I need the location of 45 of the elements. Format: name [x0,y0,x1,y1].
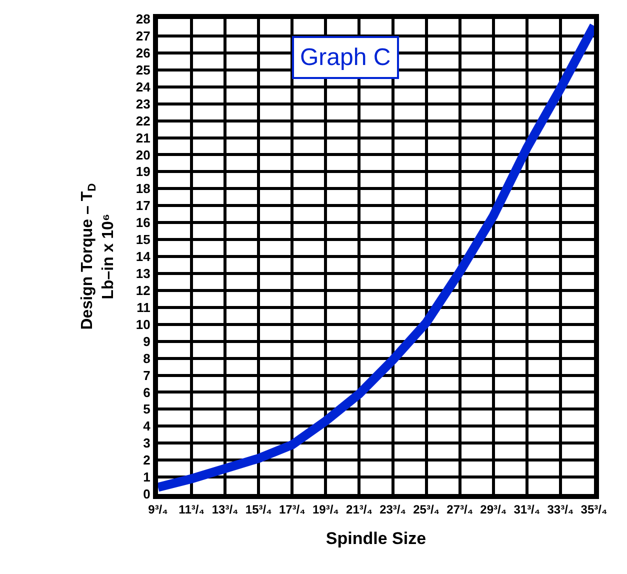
x-tick-label: 35³/₄ [580,502,608,516]
y-tick-label: 22 [136,113,150,128]
text: Graph C [300,44,391,71]
y-tick-label: 23 [136,96,150,112]
y-tick-label: 7 [143,368,150,383]
x-tick-label: 19³/₄ [312,502,340,516]
y-tick-label: 10 [136,316,150,332]
y-tick-label: 24 [136,79,152,94]
y-tick-label: 17 [136,198,150,214]
x-tick-label: 23³/₄ [380,502,406,516]
x-axis-title: Spindle Size [326,528,426,548]
x-tick-label: 33³/₄ [547,502,574,516]
y-tick-label: 0 [143,486,150,502]
y-tick-label: 2 [143,452,150,468]
y-tick-label: 27 [136,28,150,44]
y-tick-label: 11 [136,300,150,315]
x-tick-label: 27³/₄ [446,502,474,516]
y-tick-label: 21 [136,130,150,146]
x-tick-label: 15³/₄ [245,502,272,516]
y-tick-label: 19 [136,164,150,180]
x-tick-label: 11³/₄ [178,502,205,516]
y-tick-label: 9 [143,334,150,349]
x-tick-label: 13³/₄ [212,502,239,516]
y-tick-label: 3 [143,436,150,451]
y-tick-label: 5 [143,402,150,417]
x-tick-label: 9³/₄ [148,502,168,516]
y-tick-label: 12 [136,282,150,298]
y-tick-label: 14 [136,249,152,264]
x-tick-label: 29³/₄ [480,502,507,516]
y-tick-label: 18 [136,181,150,196]
y-tick-label: 26 [136,45,150,60]
y-tick-label: 6 [143,384,150,400]
x-tick-label: 31³/₄ [514,502,540,516]
y-tick-label: 25 [136,62,150,78]
x-tick-label: 21³/₄ [346,502,373,516]
y-tick-label: 13 [136,266,150,282]
y-tick-label: 20 [136,147,150,162]
x-tick-label: 25³/₄ [413,502,440,516]
x-tick-label: 17³/₄ [278,502,306,516]
y-tick-label: 28 [136,12,150,27]
y-tick-label: 4 [143,418,152,434]
y-tick-label: 15 [136,232,150,248]
y-tick-label: 16 [136,215,150,230]
y-tick-label: 8 [143,350,150,366]
y-tick-label: 1 [143,470,150,485]
